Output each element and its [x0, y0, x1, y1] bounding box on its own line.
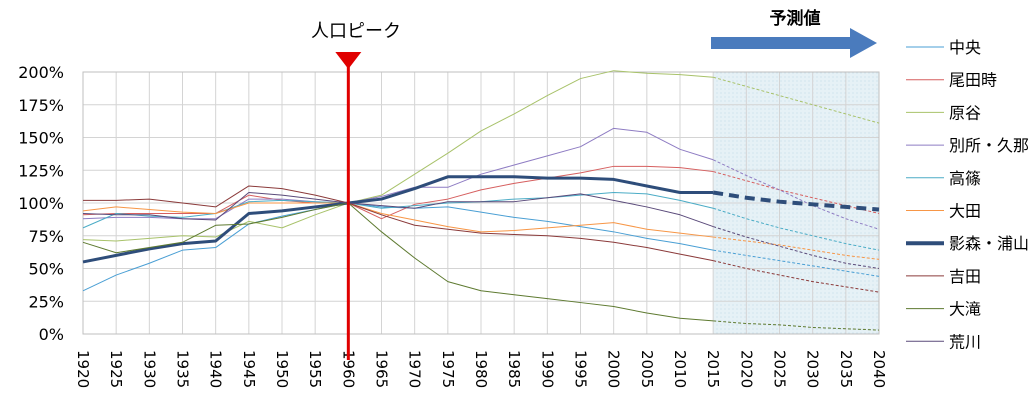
series-line-forecast [713, 171, 880, 214]
legend-label: 原谷 [949, 103, 981, 122]
x-tick-label: 1940 [207, 350, 225, 388]
x-tick-label: 1970 [406, 350, 424, 388]
x-tick-label: 1930 [140, 350, 158, 388]
x-tick-label: 1985 [505, 350, 523, 388]
x-tick-label: 1965 [373, 350, 391, 388]
peak-marker-triangle [335, 52, 362, 69]
series-line-forecast [712, 159, 880, 230]
y-tick-label: 75% [28, 227, 64, 246]
legend-label: 影森・浦山 [949, 234, 1029, 253]
x-tick-label: 1980 [472, 350, 490, 388]
series-line-forecast [713, 236, 880, 260]
x-tick-label: 1950 [273, 350, 291, 388]
series-line-actual [82, 192, 714, 228]
x-tick-label: 1995 [572, 350, 590, 388]
legend-label: 大滝 [949, 300, 981, 319]
x-tick-label: 2005 [638, 350, 656, 388]
x-tick-label: 1935 [174, 350, 192, 388]
series-line-forecast [713, 260, 880, 293]
peak-label: 人口ピーク [311, 21, 401, 42]
x-tick-label: 1955 [306, 350, 324, 388]
legend-label: 高篠 [949, 169, 981, 188]
y-tick-label: 150% [18, 129, 64, 148]
legend-label: 荒川 [949, 332, 981, 351]
series-line-actual [82, 202, 714, 322]
x-tick-label: 2020 [737, 350, 755, 388]
series-line-forecast [713, 320, 880, 331]
y-tick-label: 50% [28, 260, 64, 279]
series-line-actual [82, 175, 714, 264]
series-line-actual [82, 202, 714, 292]
legend-label: 大田 [949, 202, 981, 221]
series-line-forecast [713, 249, 880, 277]
series-line-forecast [713, 76, 880, 124]
x-tick-label: 1945 [240, 350, 258, 388]
y-tick-label: 200% [18, 63, 64, 82]
x-tick-label: 2015 [704, 350, 722, 388]
series-line-actual [83, 185, 714, 262]
x-tick-label: 1990 [538, 350, 556, 388]
x-tick-label: 2000 [605, 350, 623, 388]
x-tick-label: 2035 [837, 350, 855, 388]
x-tick-label: 1920 [74, 350, 92, 388]
x-tick-label: 2010 [671, 350, 689, 388]
series-line-actual [82, 70, 714, 242]
legend-label: 別所・久那 [949, 136, 1029, 155]
x-tick-label: 2040 [870, 350, 888, 388]
forecast-label: 予測値 [770, 8, 821, 29]
series-line-forecast [713, 226, 880, 269]
series-line-forecast [713, 207, 880, 251]
x-tick-label: 1960 [339, 350, 357, 388]
x-tick-label: 1925 [107, 350, 125, 388]
series-line-forecast [712, 190, 880, 212]
y-tick-label: 25% [28, 292, 64, 311]
plot-frame [82, 71, 880, 335]
y-tick-label: 100% [18, 194, 64, 213]
x-tick-label: 2030 [804, 350, 822, 388]
series-line-actual [82, 165, 714, 220]
series-line-actual [82, 192, 714, 229]
x-tick-label: 1975 [439, 350, 457, 388]
legend-label: 中央 [949, 38, 981, 57]
y-tick-label: 125% [18, 161, 64, 180]
series-line-actual [82, 127, 714, 220]
y-tick-label: 175% [18, 96, 64, 115]
y-tick-label: 0% [39, 325, 64, 344]
legend-label: 尾田時 [949, 71, 997, 90]
legend-label: 吉田 [949, 267, 981, 286]
forecast-arrow [711, 28, 877, 58]
series-line-actual [82, 202, 714, 238]
x-tick-label: 2025 [771, 350, 789, 388]
